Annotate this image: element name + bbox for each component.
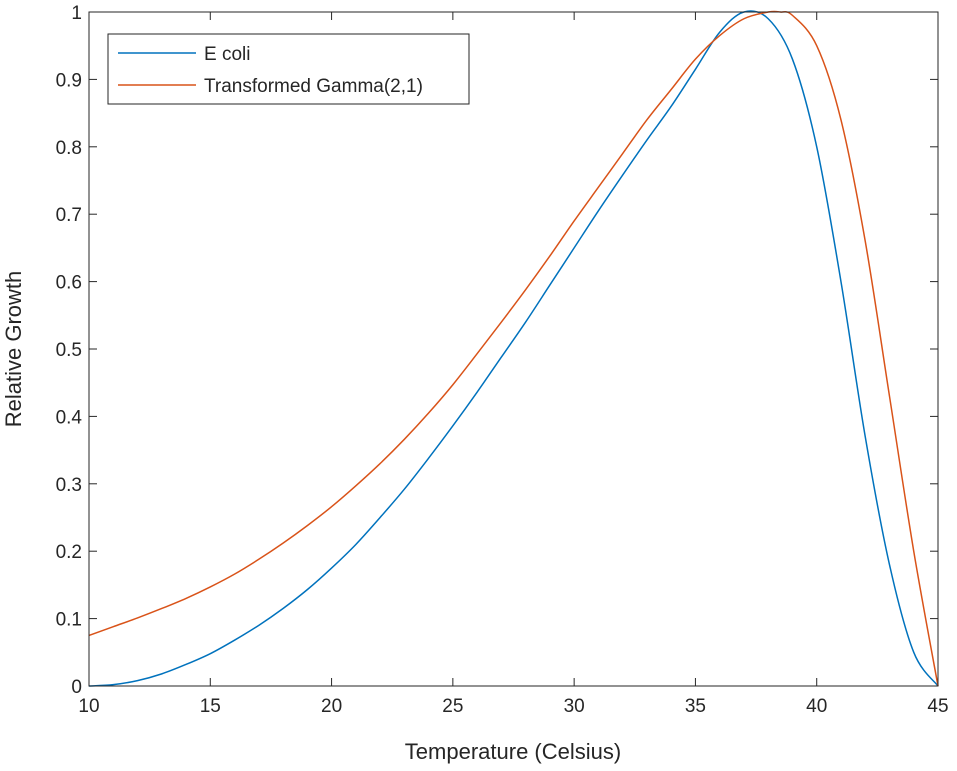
y-tick-label: 0.8: [56, 138, 82, 159]
series-layer: [88, 10, 939, 687]
y-tick-label: 0.5: [56, 340, 82, 361]
x-tick-label: 30: [564, 696, 585, 717]
y-tick-label: 0.4: [56, 407, 83, 428]
y-tick-label: 0: [71, 677, 82, 698]
y-tick-label: 0.7: [56, 205, 82, 226]
x-axis-label: Temperature (Celsius): [405, 739, 621, 764]
legend-box: [107, 33, 470, 105]
series-line-1: [88, 10, 939, 687]
y-tick-label: 0.3: [56, 475, 82, 496]
x-tick-label: 10: [78, 696, 99, 717]
x-tick-label: 20: [321, 696, 342, 717]
y-tick-label: 0.6: [56, 273, 82, 294]
legend-label-e-coli: E coli: [204, 44, 250, 65]
series-line-0: [88, 10, 939, 687]
y-axis-label: Relative Growth: [1, 271, 26, 428]
x-tick-label: 15: [200, 696, 221, 717]
y-tick-label: 1: [71, 3, 82, 24]
x-tick-label: 35: [685, 696, 706, 717]
legend: E coli Transformed Gamma(2,1): [107, 33, 470, 105]
y-tick-label: 0.2: [56, 542, 82, 563]
y-tick-label: 0.9: [56, 70, 82, 91]
x-tick-label: 45: [927, 696, 948, 717]
y-axis-ticks: 0 0.1 0.2 0.3 0.4 0.5 0.6 0.7 0.8 0.9 1: [56, 3, 938, 698]
x-tick-label: 40: [806, 696, 827, 717]
legend-label-transformed-gamma: Transformed Gamma(2,1): [204, 76, 423, 97]
x-tick-label: 25: [442, 696, 463, 717]
y-tick-label: 0.1: [56, 610, 82, 631]
x-axis-ticks: 10 15 20 25 30 35 40 45: [78, 12, 949, 717]
